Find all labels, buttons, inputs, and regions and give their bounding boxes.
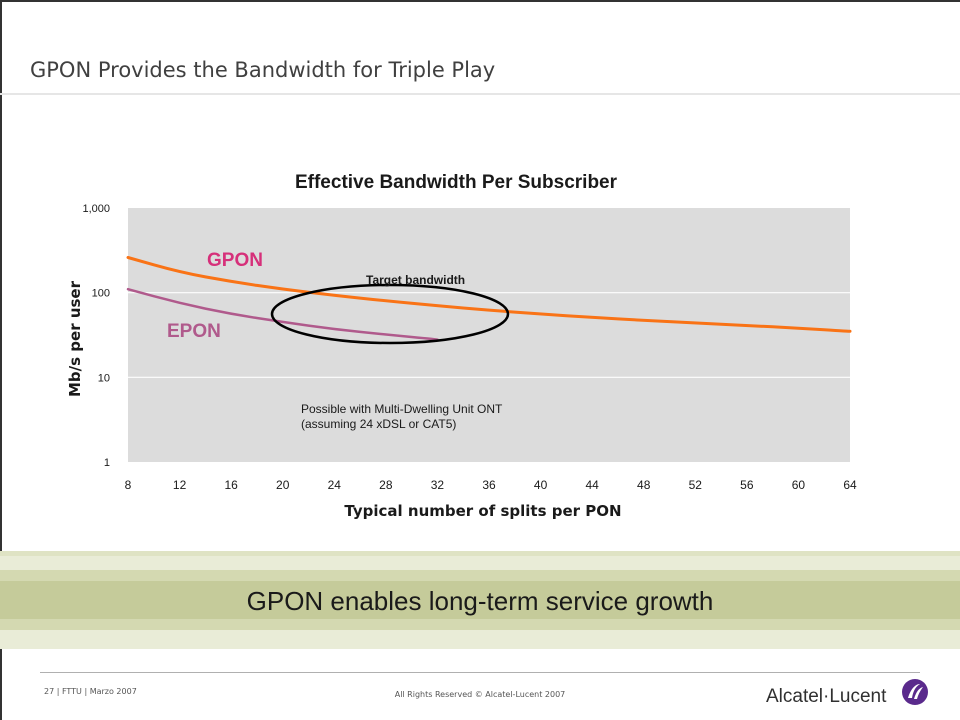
banner-text: GPON enables long-term service growth — [246, 586, 714, 616]
x-tick-label: 20 — [276, 478, 290, 492]
x-axis-ticks: 8 12 16 20 24 28 32 36 40 44 48 52 56 60 64 — [125, 478, 857, 492]
x-tick-label: 36 — [482, 478, 496, 492]
footer-copyright: All Rights Reserved © Alcatel-Lucent 200… — [394, 690, 566, 699]
x-tick-label: 52 — [689, 478, 703, 492]
footer-divider — [40, 672, 920, 673]
y-tick-label: 1 — [104, 457, 110, 469]
x-tick-label: 40 — [534, 478, 548, 492]
x-tick-label: 12 — [173, 478, 187, 492]
mdu-note-line-2: (assuming 24 xDSL or CAT5) — [301, 417, 456, 431]
y-tick-label: 10 — [98, 372, 110, 384]
banner-band — [0, 551, 960, 649]
y-tick-label: 100 — [92, 288, 110, 300]
grid-lines — [128, 292, 850, 378]
mdu-note-line-1: Possible with Multi-Dwelling Unit ONT — [301, 402, 503, 416]
x-tick-label: 48 — [637, 478, 651, 492]
logo-wordmark: Alcatel·Lucent — [766, 686, 887, 707]
chart-title: Effective Bandwidth Per Subscriber — [295, 172, 618, 193]
x-tick-label: 56 — [740, 478, 754, 492]
footer-page-info: 27 | FTTU | Marzo 2007 — [44, 687, 137, 696]
x-tick-label: 24 — [328, 478, 342, 492]
bandwidth-chart: 1 10 100 1,000 8 12 16 20 24 28 32 36 40 44 48 52 56 60 6… — [66, 172, 857, 520]
gpon-series-label: GPON — [207, 250, 263, 271]
y-axis-ticks: 1 10 100 1,000 — [82, 203, 110, 469]
target-bandwidth-ellipse — [270, 283, 510, 345]
x-tick-label: 64 — [843, 478, 857, 492]
slide-top-border — [0, 0, 960, 2]
x-axis-label: Typical number of splits per PON — [344, 502, 621, 520]
slide-title: GPON Provides the Bandwidth for Triple P… — [30, 58, 496, 82]
alcatel-lucent-swirl-icon — [902, 679, 928, 705]
plot-area — [128, 208, 850, 462]
gpon-line — [126, 256, 852, 333]
epon-series-label: EPON — [167, 321, 221, 342]
series-lines — [126, 256, 852, 341]
x-tick-label: 44 — [585, 478, 599, 492]
target-bandwidth-label: Target bandwidth — [366, 273, 465, 287]
title-divider — [0, 93, 960, 95]
y-tick-label: 1,000 — [82, 203, 110, 215]
x-tick-label: 8 — [125, 478, 132, 492]
y-axis-label: Mb/s per user — [66, 280, 84, 397]
x-tick-label: 28 — [379, 478, 393, 492]
x-tick-label: 60 — [792, 478, 806, 492]
x-tick-label: 16 — [224, 478, 238, 492]
slide-left-border — [0, 0, 2, 720]
epon-line — [126, 287, 439, 341]
x-tick-label: 32 — [431, 478, 445, 492]
